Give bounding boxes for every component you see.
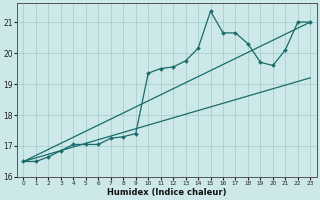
X-axis label: Humidex (Indice chaleur): Humidex (Indice chaleur) <box>107 188 227 197</box>
